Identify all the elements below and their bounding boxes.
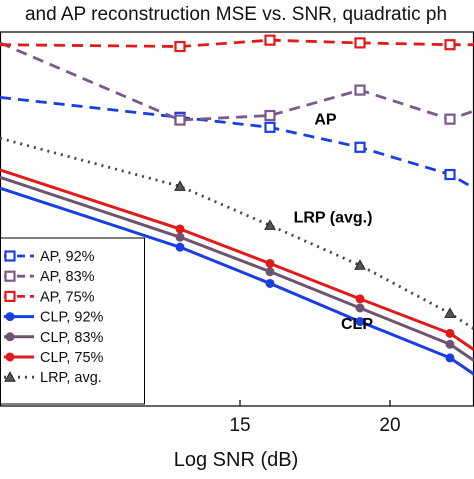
series-6 xyxy=(0,136,474,331)
x-axis-label: Log SNR (dB) xyxy=(174,449,299,471)
annotation-1: LRP (avg.) xyxy=(294,210,373,227)
series-3-point-3 xyxy=(355,317,365,327)
series-1-point-1 xyxy=(174,114,186,126)
legend-label-1: AP, 83% xyxy=(40,269,95,285)
series-3-point-1 xyxy=(175,242,185,252)
legend-marker-5 xyxy=(5,352,15,362)
annotation-layer: AP LRP (avg.) CLP xyxy=(294,112,374,333)
legend-marker-6 xyxy=(4,371,16,382)
series-0-point-3 xyxy=(354,141,366,153)
legend-label-6: LRP, avg. xyxy=(40,370,102,386)
legend-marker-0 xyxy=(4,250,16,262)
series-4 xyxy=(0,175,474,362)
annotation-2: CLP xyxy=(341,316,373,333)
series-6-point-2 xyxy=(264,219,276,230)
legend-label-4: CLP, 83% xyxy=(40,330,104,346)
series-2-point-4 xyxy=(444,39,456,51)
series-0-point-2 xyxy=(264,121,276,133)
series-4-point-1 xyxy=(175,232,185,242)
legend-label-3: CLP, 92% xyxy=(40,310,104,326)
chart-title: and AP reconstruction MSE vs. SNR, quadr… xyxy=(25,4,447,25)
series-3-point-2 xyxy=(265,278,275,288)
series-4-point-3 xyxy=(355,303,365,313)
series-5-point-3 xyxy=(355,294,365,304)
legend-label-2: AP, 75% xyxy=(40,289,95,305)
x-axis: 15 20 xyxy=(229,400,401,436)
legend-item-0: AP, 92% xyxy=(4,249,95,265)
series-5-point-4 xyxy=(445,328,455,338)
x-tick-label-1: 20 xyxy=(379,415,400,436)
legend-item-6: LRP, avg. xyxy=(4,370,102,386)
legend: AP, 92% AP, 83% AP, 75% CLP, 92% CLP, 83% CLP… xyxy=(0,237,145,405)
series-4-point-4 xyxy=(445,339,455,349)
series-2-point-2 xyxy=(264,34,276,46)
series-line-4 xyxy=(0,175,474,362)
series-line-1 xyxy=(0,41,474,122)
series-1-point-2 xyxy=(264,109,276,122)
series-6-point-1 xyxy=(174,180,186,191)
series-6-point-4 xyxy=(444,307,456,318)
series-line-0 xyxy=(0,95,474,190)
legend-item-3: CLP, 92% xyxy=(4,310,104,326)
legend-item-1: AP, 83% xyxy=(4,269,95,285)
legend-box xyxy=(0,237,145,405)
legend-item-4: CLP, 83% xyxy=(4,330,104,346)
legend-marker-4 xyxy=(5,332,15,342)
series-0 xyxy=(0,95,474,190)
legend-item-2: AP, 75% xyxy=(4,289,95,305)
series-line-5 xyxy=(0,168,474,351)
legend-marker-3 xyxy=(5,312,15,322)
series-1 xyxy=(0,41,474,126)
series-5 xyxy=(0,168,474,351)
series-2-point-1 xyxy=(174,40,186,53)
series-1-point-3 xyxy=(354,84,366,96)
series-2-point-3 xyxy=(354,37,366,49)
series-3 xyxy=(0,186,474,376)
legend-label-0: AP, 92% xyxy=(40,249,95,265)
series-4-point-2 xyxy=(265,267,275,277)
series-line-6 xyxy=(0,136,474,331)
series-5-point-2 xyxy=(265,258,275,268)
series-5-point-1 xyxy=(175,224,185,234)
legend-marker-1 xyxy=(4,270,16,282)
series-layer xyxy=(0,34,474,376)
legend-marker-2 xyxy=(4,290,16,302)
series-line-3 xyxy=(0,186,474,376)
series-1-point-4 xyxy=(444,113,456,125)
series-6-point-3 xyxy=(354,259,366,270)
series-2 xyxy=(0,34,474,53)
legend-item-5: CLP, 75% xyxy=(4,350,104,366)
series-0-point-4 xyxy=(444,168,456,181)
series-line-2 xyxy=(0,38,474,48)
series-3-point-4 xyxy=(445,353,455,363)
x-tick-label-0: 15 xyxy=(229,415,250,436)
annotation-0: AP xyxy=(314,112,337,129)
legend-label-5: CLP, 75% xyxy=(40,350,104,366)
